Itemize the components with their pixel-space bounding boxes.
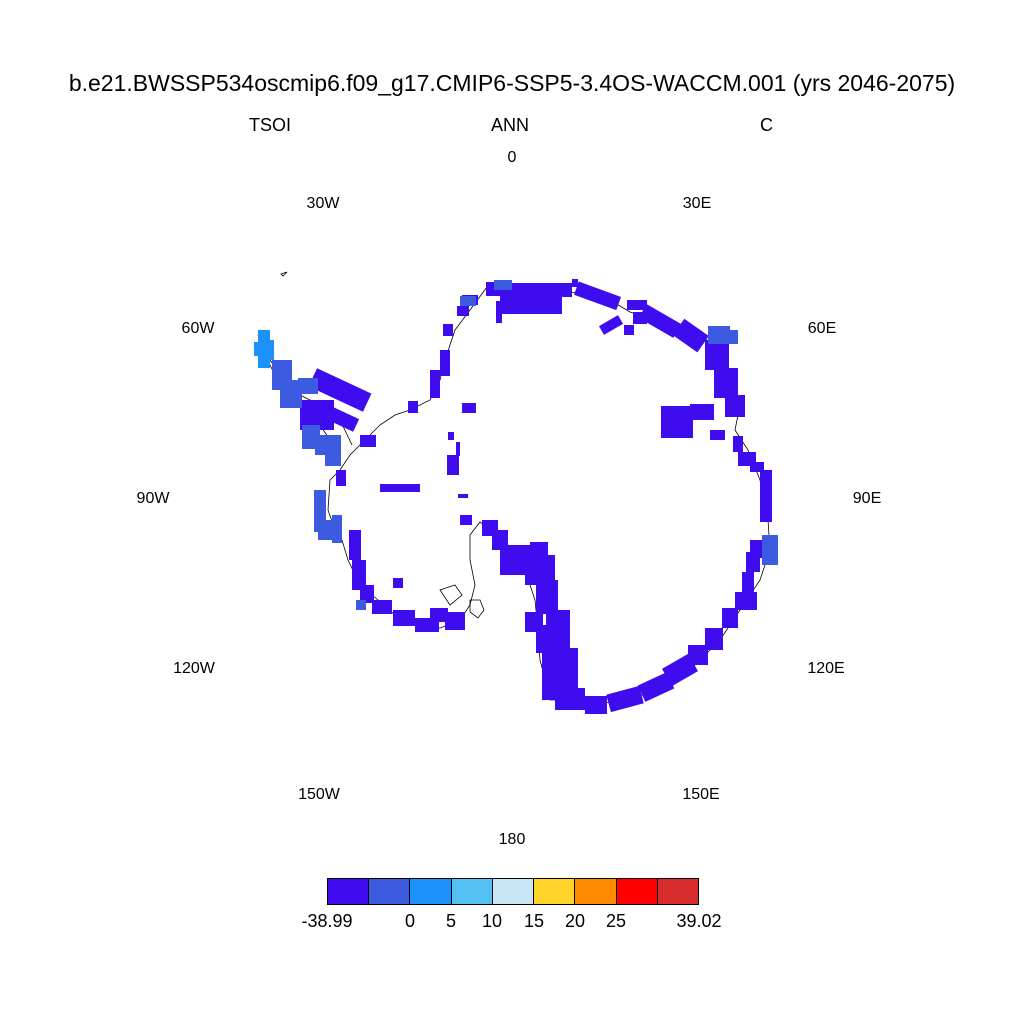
colorbar-box-2 [410,879,452,904]
lon-label-180: 180 [498,831,526,848]
lon-label-60w: 60W [181,320,215,337]
colorbar-box-3 [451,879,493,904]
colorbar-box-5 [534,879,576,904]
lon-label-120e: 120E [807,660,845,677]
field-cells-tertiary [254,330,274,368]
lon-label-30w: 30W [306,195,340,212]
lon-label-90w: 90W [136,490,170,507]
variable-label: TSOI [249,115,292,135]
colorbar [327,878,699,905]
season-label: ANN [491,115,530,135]
lon-label-60e: 60E [807,320,837,337]
colorbar-label-max: 39.02 [676,911,722,931]
field-cells-secondary [272,280,778,610]
colorbar-box-0 [328,879,370,904]
lon-label-0: 0 [507,149,517,166]
colorbar-box-8 [657,879,698,904]
colorbar-box-7 [616,879,658,904]
colorbar-label-5: 5 [445,911,457,931]
colorbar-box-4 [492,879,535,904]
colorbar-label-15: 15 [523,911,545,931]
field-cells-main [300,279,772,714]
colorbar-label-25: 25 [605,911,627,931]
lon-label-90e: 90E [852,490,882,507]
lon-label-150e: 150E [682,786,720,803]
lon-label-30e: 30E [682,195,712,212]
lon-label-120w: 120W [173,660,215,677]
plot-title: b.e21.BWSSP534oscmip6.f09_g17.CMIP6-SSP5… [68,70,956,96]
colorbar-label-0: 0 [404,911,416,931]
colorbar-label-min: -38.99 [301,911,353,931]
colorbar-box-1 [369,879,411,904]
colorbar-label-20: 20 [564,911,586,931]
colorbar-box-6 [575,879,617,904]
units-label: C [760,115,773,135]
lon-label-150w: 150W [298,786,340,803]
colorbar-label-10: 10 [481,911,503,931]
